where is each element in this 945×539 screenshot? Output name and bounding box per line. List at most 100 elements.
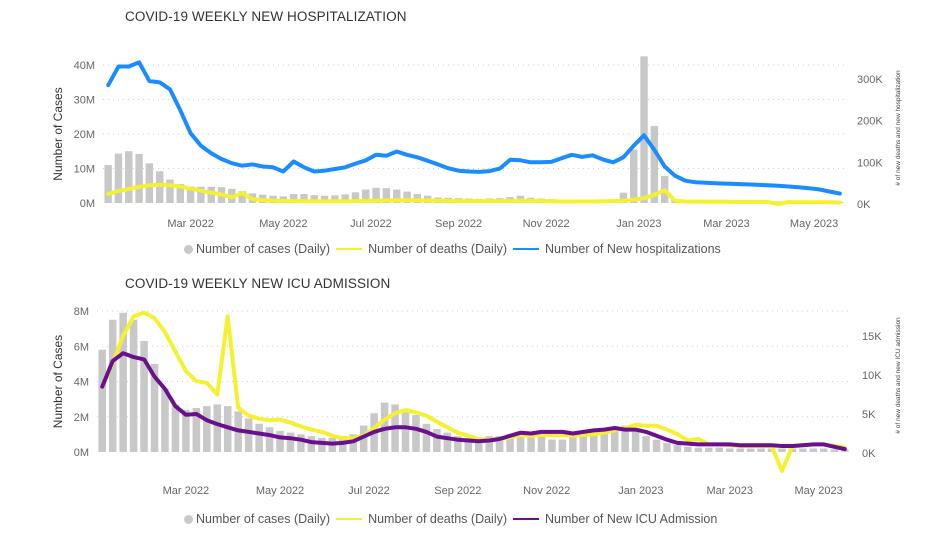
bar-cases[interactable] [474,437,483,452]
bar-cases[interactable] [516,432,525,452]
bar-cases[interactable] [238,191,246,203]
bar-cases[interactable] [207,186,215,203]
bar-cases[interactable] [558,439,567,452]
bar-cases[interactable] [548,439,556,452]
bar-cases[interactable] [799,448,807,452]
bar-cases[interactable] [403,191,411,203]
bar-cases[interactable] [715,447,724,452]
bar-cases[interactable] [830,449,839,452]
bar-cases[interactable] [119,312,127,452]
bar-cases[interactable] [485,436,493,452]
legend-item-deaths[interactable]: Number of deaths (Daily) [336,512,507,526]
bar-cases[interactable] [506,434,514,452]
bar-cases[interactable] [809,448,818,452]
bar-cases[interactable] [464,437,473,452]
legend-item-deaths[interactable]: Number of deaths (Daily) [336,242,507,256]
bar-cases[interactable] [145,163,154,203]
bar-cases[interactable] [129,319,138,452]
bar-cases[interactable] [135,154,143,203]
bar-cases[interactable] [125,151,133,203]
bar-cases[interactable] [684,446,692,452]
bar-cases[interactable] [341,194,349,203]
bar-cases[interactable] [104,165,112,203]
bar-cases[interactable] [422,423,431,452]
bar-cases[interactable] [736,448,744,452]
bar-cases[interactable] [590,432,598,452]
legend-item-icu[interactable]: Number of New ICU Admission [513,512,717,526]
bar-cases[interactable] [318,437,326,452]
bar-cases[interactable] [186,186,195,203]
bar-cases[interactable] [289,194,298,203]
bar-cases[interactable] [203,406,211,452]
bar-cases[interactable] [630,149,638,203]
legend-dot-icon [184,514,193,524]
bar-cases[interactable] [166,179,174,203]
bar-cases[interactable] [820,448,828,452]
bar-cases[interactable] [108,319,117,452]
bar-cases[interactable] [621,425,629,452]
bar-cases[interactable] [495,436,504,452]
bar-cases[interactable] [176,184,185,203]
line-icu-admission[interactable] [100,351,847,452]
bar-cases[interactable] [673,444,682,452]
bar-cases[interactable] [778,448,786,452]
bar-cases[interactable] [362,189,370,203]
bar-cases[interactable] [171,404,180,452]
bar-cases[interactable] [569,436,577,452]
line-deaths[interactable] [106,182,842,206]
bar-cases[interactable] [631,430,640,452]
y-tick-label: 0M [80,198,95,210]
bar-cases[interactable] [255,423,263,452]
bar-cases[interactable] [650,126,659,203]
bar-cases[interactable] [433,429,441,452]
bar-cases[interactable] [454,436,462,452]
bar-cases[interactable] [213,404,222,452]
line-hospitalizations[interactable] [106,60,842,196]
bar-cases[interactable] [382,188,391,203]
bar-cases[interactable] [652,439,661,452]
bar-cases[interactable] [140,340,148,452]
bar-cases[interactable] [310,195,318,203]
legend-item-hospitalizations[interactable]: Number of New hospitalizations [513,242,721,256]
bar-cases[interactable] [297,434,305,452]
bar-cases[interactable] [412,414,420,452]
bar-cases[interactable] [150,363,159,452]
bar-cases[interactable] [401,409,410,452]
legend-line-icon [336,518,363,520]
bar-cases[interactable] [98,349,106,452]
bar-cases[interactable] [537,436,546,452]
bar-cases[interactable] [579,434,588,452]
bar-cases[interactable] [746,448,755,452]
bar-cases[interactable] [663,443,671,452]
bar-cases[interactable] [161,388,169,452]
bar-cases[interactable] [286,432,295,452]
bar-cases[interactable] [244,418,253,452]
bar-cases[interactable] [372,187,380,203]
bar-cases[interactable] [619,192,628,203]
bar-cases[interactable] [757,448,765,452]
bar-cases[interactable] [114,153,123,203]
bar-cases[interactable] [443,432,452,452]
bar-cases[interactable] [155,171,164,203]
bar-cases[interactable] [182,409,190,452]
bar-cases[interactable] [640,56,648,203]
bar-cases[interactable] [725,448,734,452]
x-tick-label: Jan 2023 [616,218,661,230]
bar-cases[interactable] [331,195,339,203]
bar-cases[interactable] [392,189,401,203]
bar-cases[interactable] [265,427,274,452]
y-tick-label: 6M [74,341,89,353]
bar-cases[interactable] [351,192,360,203]
bar-cases[interactable] [694,447,703,452]
bar-cases[interactable] [300,194,308,203]
bar-cases[interactable] [600,430,608,452]
bar-cases[interactable] [192,407,201,452]
legend-item-cases[interactable]: Number of cases (Daily) [184,242,330,256]
bar-cases[interactable] [705,447,713,452]
bar-cases[interactable] [527,434,535,452]
bar-cases[interactable] [610,429,619,452]
bar-cases[interactable] [276,430,284,452]
bar-cases[interactable] [197,186,205,203]
bar-cases[interactable] [642,436,650,452]
legend-item-cases[interactable]: Number of cases (Daily) [184,512,330,526]
